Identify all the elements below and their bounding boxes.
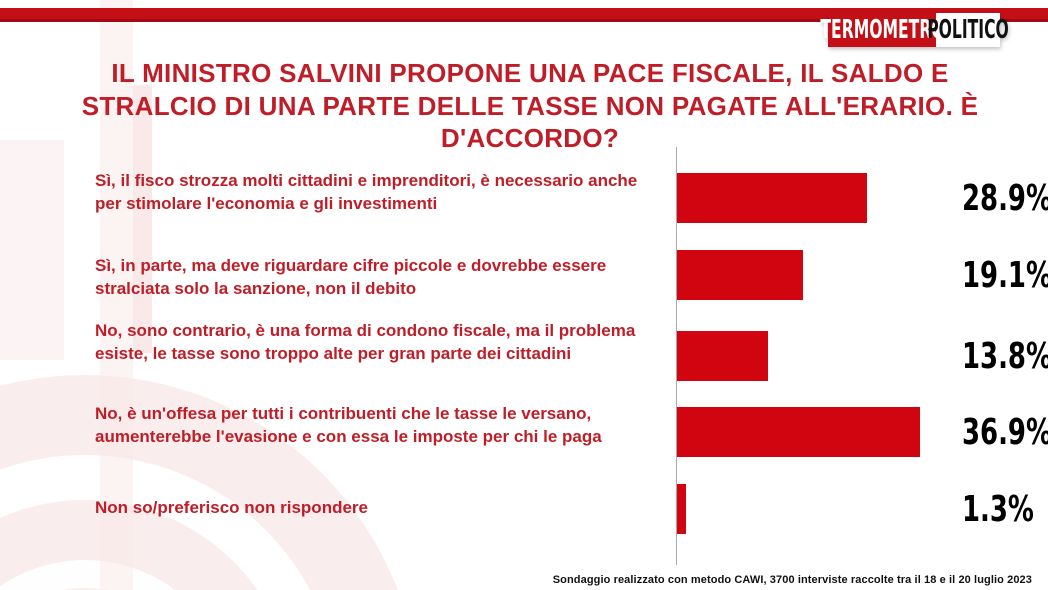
termometro-politico-logo: TERMOMETRO POLITICO [820,13,1009,47]
value-label-5: 1.3% [962,488,1034,530]
bar-row: 1.3% [677,484,1048,534]
bar-value-5 [677,484,686,534]
bar-value-1 [677,173,868,223]
answer-label-2: Sì, in parte, ma deve riguardare cifre p… [95,256,607,298]
logo-secondary-text: POLITICO [927,15,1009,45]
bar-value-4 [677,407,920,457]
bar-track [677,250,940,300]
bar-track [677,173,940,223]
watermark-stripe-small [133,85,152,353]
poll-question-title: IL MINISTRO SALVINI PROPONE UNA PACE FIS… [81,58,979,153]
top-red-bar [0,8,1048,22]
answer-label-3: No, sono contrario, è una forma di condo… [95,321,636,363]
survey-method-note: Sondaggio realizzato con metodo CAWI, 37… [552,574,1032,586]
bar-row: 36.9% [677,407,1048,457]
logo-primary-text: TERMOMETRO [819,15,945,45]
answer-label-4: No, è un'offesa per tutti i contribuenti… [95,404,602,446]
value-label-1: 28.9% [962,177,1048,219]
bar-track [677,407,940,457]
bar-value-2 [677,250,803,300]
logo-secondary-box: POLITICO [927,13,1009,47]
answer-label-1: Sì, il fisco strozza molti cittadini e i… [95,171,638,213]
watermark-block [0,140,64,360]
bar-value-3 [677,331,768,381]
bar-row: 13.8% [677,331,1048,381]
value-label-2: 19.1% [962,254,1048,296]
logo-primary-box: TERMOMETRO [820,13,944,47]
watermark-stripe [100,0,133,590]
bar-row: 28.9% [677,173,1048,223]
value-label-4: 36.9% [962,411,1048,453]
chart-axis-line [676,147,677,565]
bar-row: 19.1% [677,250,1048,300]
bar-track [677,484,940,534]
answer-label-5: Non so/preferisco non rispondere [95,498,368,517]
bar-track [677,331,940,381]
value-label-3: 13.8% [962,335,1048,377]
